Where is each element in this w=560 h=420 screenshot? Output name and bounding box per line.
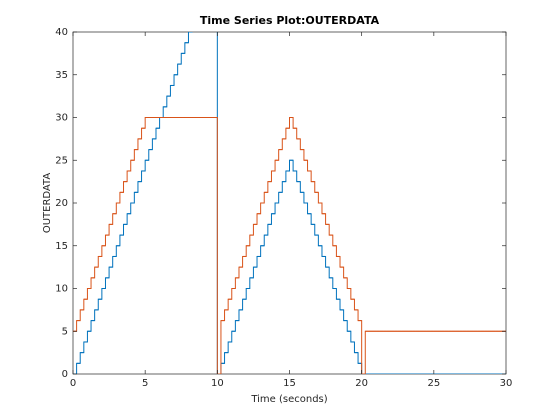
x-tick-label: 30 bbox=[500, 378, 513, 389]
x-axis-label: Time (seconds) bbox=[250, 394, 327, 405]
chart-title: Time Series Plot:OUTERDATA bbox=[200, 14, 380, 27]
y-tick-label: 15 bbox=[55, 241, 68, 252]
x-tick-label: 25 bbox=[427, 378, 440, 389]
y-tick-label: 10 bbox=[55, 284, 68, 295]
plot-lines bbox=[73, 32, 506, 374]
y-tick-label: 40 bbox=[55, 27, 68, 38]
x-tick-label: 5 bbox=[142, 378, 148, 389]
y-tick-label: 35 bbox=[55, 70, 68, 81]
y-tick-label: 30 bbox=[55, 113, 68, 124]
y-tick-label: 5 bbox=[62, 326, 68, 337]
y-tick-label: 0 bbox=[62, 369, 68, 380]
x-tick-label: 20 bbox=[355, 378, 368, 389]
x-tick-label: 15 bbox=[283, 378, 296, 389]
x-tick-label: 10 bbox=[211, 378, 224, 389]
y-tick-label: 25 bbox=[55, 155, 68, 166]
y-axis-label: OUTERDATA bbox=[42, 173, 53, 233]
x-tick-label: 0 bbox=[70, 378, 76, 389]
y-tick-label: 20 bbox=[55, 198, 68, 209]
plot-area bbox=[72, 31, 507, 375]
